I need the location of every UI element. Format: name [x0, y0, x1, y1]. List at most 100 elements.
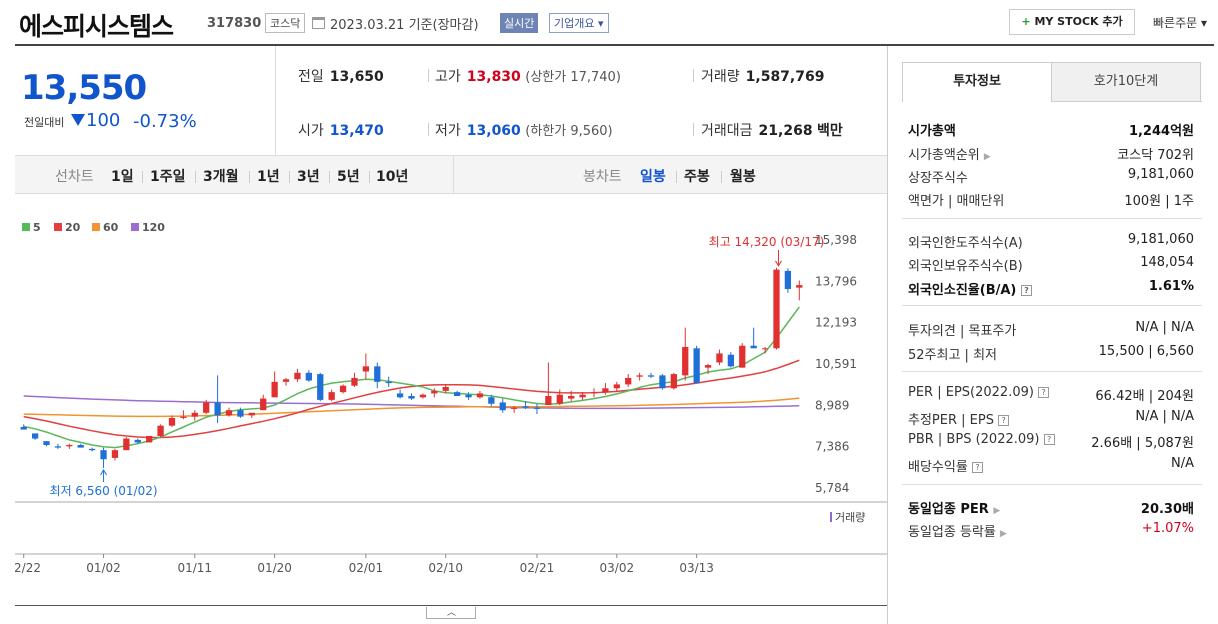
y-tick-label: 7,386: [815, 440, 849, 454]
range-5y[interactable]: 5년: [337, 169, 360, 185]
investment-panel: 투자정보 호가10단계 시가총액 1,244억원 시가총액순위 ▶ 코스닥 702위…: [887, 46, 1214, 624]
header: 에스피시스템스 317830 코스닥 2023.03.21 기준(장마감) 실시…: [0, 0, 1218, 46]
price-summary: 13,550 전일대비 100 -0.73% 전일 13,650 고가 13,830…: [15, 46, 887, 156]
candle-body: [670, 374, 677, 389]
ma20-line: [23, 359, 800, 439]
help-icon[interactable]: ?: [1043, 434, 1055, 445]
candle-body: [590, 392, 598, 394]
panel-tabs: 투자정보 호가10단계: [902, 62, 1202, 102]
candle-body: [476, 393, 484, 398]
mystock-add-button[interactable]: + MY STOCK 추가: [1009, 9, 1135, 35]
candle-body: [511, 407, 518, 409]
prev-close: 전일 13,650: [298, 69, 384, 85]
candle-body: [77, 445, 84, 448]
stock-name: 에스피시스템스: [19, 12, 174, 41]
trade-amount: 거래대금 21,268 백만: [701, 123, 843, 139]
candle-body: [111, 450, 119, 458]
ma60-line: [23, 397, 800, 418]
quick-order-link[interactable]: 빠른주문 ▾: [1153, 16, 1208, 30]
candle-body: [20, 426, 27, 430]
foreign-ratio-row: 외국인소진율(B/A) ? 1.61%: [908, 279, 1194, 298]
candle-body: [157, 425, 164, 436]
per-eps-row: PER | EPS(2022.09) ? 66.42배 | 204원: [908, 385, 1194, 404]
peer-per-row[interactable]: 동일업종 PER ▶ 20.30배: [908, 502, 1194, 517]
range-1d[interactable]: 1일: [111, 169, 134, 185]
range-1w[interactable]: 1주일: [150, 169, 186, 185]
down-arrow-icon: [71, 114, 85, 126]
pbr-bps-row: PBR | BPS (2022.09) ? 2.66배 | 5,087원: [908, 432, 1194, 451]
candle-body: [146, 435, 153, 443]
market-cap-rank-row[interactable]: 시가총액순위 ▶ 코스닥 702위: [908, 148, 1194, 163]
high-price: 고가 13,830 (상한가 17,740): [435, 69, 621, 85]
foreign-limit-row: 외국인한도주식수(A) 9,181,060: [908, 232, 1194, 251]
chevron-down-icon: ▾: [1201, 16, 1208, 30]
company-info-dropdown[interactable]: 기업개요 ▾: [549, 13, 609, 33]
x-tick-label: 02/10: [428, 561, 463, 575]
collapse-toggle[interactable]: ︿: [426, 607, 476, 619]
stock-code: 317830: [207, 16, 262, 31]
tab-order-book[interactable]: 호가10단계: [1051, 62, 1201, 102]
range-10y[interactable]: 10년: [376, 169, 409, 185]
candle-body: [305, 372, 312, 381]
x-tick-label: 02/21: [520, 561, 555, 575]
realtime-button[interactable]: 실시간: [500, 13, 539, 33]
help-icon[interactable]: ?: [1020, 285, 1032, 296]
period-daily[interactable]: 일봉: [640, 169, 666, 185]
arrow-right-icon: ▶: [983, 152, 991, 162]
tab-investment-info[interactable]: 투자정보: [902, 62, 1052, 102]
help-icon[interactable]: ?: [998, 415, 1010, 426]
change-label: 전일대비: [24, 116, 65, 129]
opinion-row: 투자의견 | 목표주가 N/A | N/A: [908, 320, 1194, 339]
candle-body: [716, 353, 723, 363]
candle-body: [214, 402, 221, 416]
help-icon[interactable]: ?: [971, 462, 983, 473]
period-weekly[interactable]: 주봉: [684, 169, 710, 185]
candle-body: [499, 402, 506, 411]
legend-ma60: 60: [92, 221, 118, 234]
legend-ma120: 120: [131, 221, 165, 234]
y-tick-label: 10,591: [815, 357, 857, 371]
candle-body: [568, 396, 575, 399]
range-3y[interactable]: 3년: [297, 169, 320, 185]
candle-body: [134, 439, 141, 443]
candle-body: [339, 385, 347, 393]
candle-body: [522, 406, 529, 408]
candle-body: [328, 392, 335, 400]
x-tick-label: 01/02: [86, 561, 121, 575]
candle-body: [442, 386, 449, 391]
candle-body: [31, 433, 39, 439]
range-3m[interactable]: 3개월: [203, 169, 239, 185]
candle-body: [317, 374, 324, 400]
peer-change-row[interactable]: 동일업종 등락률 ▶ +1.07%: [908, 521, 1194, 540]
candle-body: [43, 441, 50, 446]
range-1y[interactable]: 1년: [257, 169, 280, 185]
ma5-line: [23, 306, 800, 449]
candle-body: [385, 381, 392, 384]
stock-chart[interactable]: 15,398 13,796 12,193 10,591 8,989 7,386 5,784 1…: [15, 210, 887, 605]
x-tick-label: 01/20: [257, 561, 292, 575]
line-chart-label[interactable]: 선차트: [55, 169, 94, 185]
chart-bottom-border: [15, 605, 887, 606]
candle-body: [556, 394, 563, 404]
x-tick-label: 03/02: [600, 561, 635, 575]
candle-body: [602, 388, 609, 393]
candle-body: [431, 390, 438, 394]
price-date: 2023.03.21 기준(장마감): [330, 18, 479, 33]
chart-toolbar: 선차트 1일 1주일 3개월 1년 3년 5년 10년 봉차트 일봉 주봉 월봉: [15, 156, 887, 194]
foreign-holding-row: 외국인보유주식수(B) 148,054: [908, 255, 1194, 274]
candle-chart-label[interactable]: 봉차트: [583, 169, 622, 185]
help-icon[interactable]: ?: [1038, 387, 1050, 398]
y-tick-label: 5,784: [815, 481, 849, 495]
x-tick-label: 12/22: [15, 561, 41, 575]
current-price: 13,550: [21, 68, 147, 108]
candle-body: [739, 345, 746, 368]
candle-body: [704, 365, 712, 368]
open-price: 시가 13,470: [298, 123, 384, 139]
par-value-row: 액면가 | 매매단위 100원 | 1주: [908, 194, 1194, 209]
legend-ma5: 5: [22, 221, 41, 234]
52week-row: 52주최고 | 최저 15,500 | 6,560: [908, 344, 1194, 363]
candle-body: [625, 377, 632, 385]
legend-ma20: 20: [54, 221, 80, 234]
candle-body: [374, 366, 381, 382]
period-monthly[interactable]: 월봉: [730, 169, 756, 185]
